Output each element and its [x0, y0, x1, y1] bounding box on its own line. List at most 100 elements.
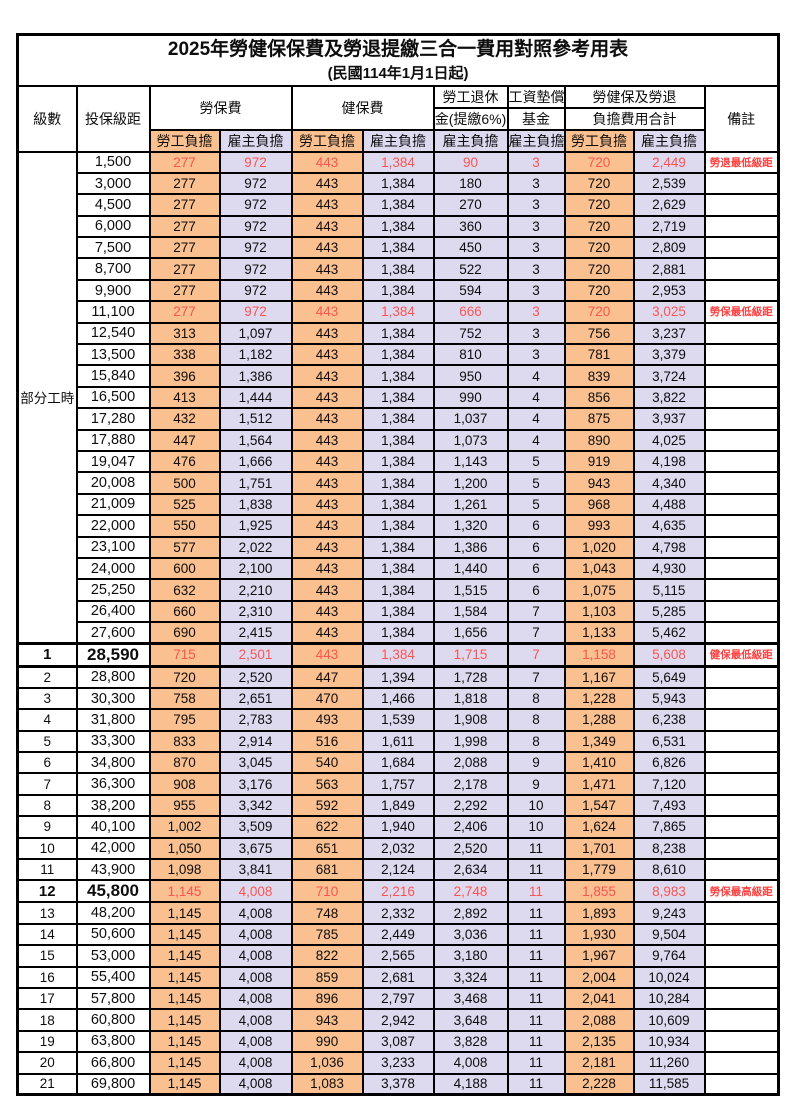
health-employee-cell: 1,083 — [290, 1072, 364, 1096]
table-row: 9 40,100 1,002 3,509 622 1,940 2,406 10 1,624 7,8… — [16, 815, 780, 839]
wage-fund-cell: 3 — [506, 193, 566, 217]
remark-cell — [703, 364, 780, 388]
part-time-cell: 部分工時 — [16, 150, 78, 645]
labor-employee-cell: 1,145 — [148, 901, 221, 925]
health-employee-cell: 443 — [290, 321, 364, 346]
health-employer-cell: 2,797 — [361, 986, 435, 1011]
health-employee-cell: 443 — [290, 257, 364, 281]
wage-fund-cell: 6 — [506, 578, 566, 602]
total-employer-cell: 5,608 — [632, 641, 706, 668]
total-employer-cell: 2,881 — [632, 257, 706, 281]
health-employer-cell: 1,384 — [361, 236, 435, 260]
remark-cell — [703, 729, 780, 754]
remark-cell — [703, 1008, 780, 1032]
wage-fund-cell: 11 — [506, 965, 566, 989]
table-row: 6 34,800 870 3,045 540 1,684 2,088 9 1,410 6,826 — [16, 751, 780, 775]
bracket-cell: 28,590 — [75, 641, 151, 668]
level-cell: 9 — [16, 815, 78, 839]
remark-cell — [703, 621, 780, 645]
labor-employee-cell: 690 — [148, 621, 221, 645]
health-employer-cell: 1,384 — [361, 214, 435, 239]
bracket-cell: 9,900 — [75, 278, 151, 303]
health-employer-cell: 3,233 — [361, 1051, 435, 1075]
labor-employer-cell: 3,176 — [218, 772, 293, 796]
labor-employer-cell: 4,008 — [218, 965, 293, 989]
wage-fund-cell: 4 — [506, 385, 566, 410]
labor-employer-cell: 2,022 — [218, 535, 293, 559]
health-employee-cell: 785 — [290, 922, 364, 947]
wage-fund-cell: 7 — [506, 621, 566, 645]
health-employee-cell: 443 — [290, 492, 364, 517]
wage-fund-cell: 3 — [506, 278, 566, 303]
level-cell: 11 — [16, 857, 78, 882]
labor-employer-cell: 972 — [218, 278, 293, 303]
health-employer-cell: 1,384 — [361, 364, 435, 388]
header-total-employee: 勞工負擔 — [563, 128, 635, 153]
health-employee-cell: 651 — [290, 836, 364, 861]
labor-employee-cell: 338 — [148, 342, 221, 367]
health-employee-cell: 443 — [290, 535, 364, 559]
total-employer-cell: 6,238 — [632, 708, 706, 732]
header-wage-fund-line1: 工資墊償 — [506, 84, 566, 109]
total-employee-cell: 2,135 — [563, 1029, 635, 1054]
wage-fund-cell: 11 — [506, 901, 566, 925]
health-employee-cell: 447 — [290, 665, 364, 689]
table-row: 2 28,800 720 2,520 447 1,394 1,728 7 1,167 5,649 — [16, 665, 780, 689]
health-employer-cell: 1,849 — [361, 793, 435, 818]
table-row: 3 30,300 758 2,651 470 1,466 1,818 8 1,228 5,943 — [16, 686, 780, 711]
header-pension-line2: 金(提繳6%) — [432, 106, 509, 131]
labor-employee-cell: 758 — [148, 686, 221, 711]
remark-cell — [703, 535, 780, 559]
level-cell: 3 — [16, 686, 78, 711]
total-employer-cell: 9,764 — [632, 944, 706, 968]
health-employee-cell: 443 — [290, 641, 364, 668]
labor-employee-cell: 632 — [148, 578, 221, 602]
level-cell: 18 — [16, 1008, 78, 1032]
pension-employer-cell: 1,073 — [432, 428, 509, 452]
health-employee-cell: 622 — [290, 815, 364, 839]
header-pension-employer: 雇主負擔 — [432, 128, 509, 153]
total-employee-cell: 1,288 — [563, 708, 635, 732]
labor-employee-cell: 1,145 — [148, 922, 221, 947]
pension-employer-cell: 1,440 — [432, 556, 509, 581]
bracket-cell: 4,500 — [75, 193, 151, 217]
wage-fund-cell: 6 — [506, 514, 566, 538]
health-employer-cell: 2,216 — [361, 879, 435, 904]
pension-employer-cell: 2,748 — [432, 879, 509, 904]
total-employee-cell: 875 — [563, 407, 635, 431]
wage-fund-cell: 8 — [506, 729, 566, 754]
labor-employer-cell: 3,675 — [218, 836, 293, 861]
total-employee-cell: 1,779 — [563, 857, 635, 882]
labor-employer-cell: 4,008 — [218, 922, 293, 947]
labor-employee-cell: 1,098 — [148, 857, 221, 882]
table-row: 6,000 277 972 443 1,384 360 3 720 2,719 — [18, 214, 780, 239]
level-cell: 10 — [16, 836, 78, 861]
total-employee-cell: 720 — [563, 171, 635, 196]
table-row: 27,600 690 2,415 443 1,384 1,656 7 1,133 5,462 — [18, 621, 780, 645]
header-total-line1: 勞健保及勞退 — [563, 84, 706, 109]
table-row: 13 48,200 1,145 4,008 748 2,332 2,892 11 1,893 9,… — [16, 901, 780, 925]
total-employee-cell: 720 — [563, 236, 635, 260]
labor-employee-cell: 908 — [148, 772, 221, 796]
wage-fund-cell: 7 — [506, 641, 566, 668]
health-employer-cell: 1,394 — [361, 665, 435, 689]
table-row: 13,500 338 1,182 443 1,384 810 3 781 3,379 — [18, 342, 780, 367]
pension-employer-cell: 1,515 — [432, 578, 509, 602]
total-employee-cell: 2,041 — [563, 986, 635, 1011]
pension-employer-cell: 1,728 — [432, 665, 509, 689]
health-employer-cell: 1,539 — [361, 708, 435, 732]
wage-fund-cell: 5 — [506, 492, 566, 517]
health-employer-cell: 1,940 — [361, 815, 435, 839]
health-employee-cell: 563 — [290, 772, 364, 796]
health-employer-cell: 1,384 — [361, 257, 435, 281]
health-employer-cell: 1,384 — [361, 428, 435, 452]
bracket-cell: 33,300 — [75, 729, 151, 754]
pension-employer-cell: 3,468 — [432, 986, 509, 1011]
wage-fund-cell: 4 — [506, 364, 566, 388]
health-employee-cell: 443 — [290, 514, 364, 538]
pension-employer-cell: 752 — [432, 321, 509, 346]
bracket-cell: 19,047 — [75, 449, 151, 474]
total-employee-cell: 919 — [563, 449, 635, 474]
wage-fund-cell: 11 — [506, 1051, 566, 1075]
level-cell: 14 — [16, 922, 78, 947]
